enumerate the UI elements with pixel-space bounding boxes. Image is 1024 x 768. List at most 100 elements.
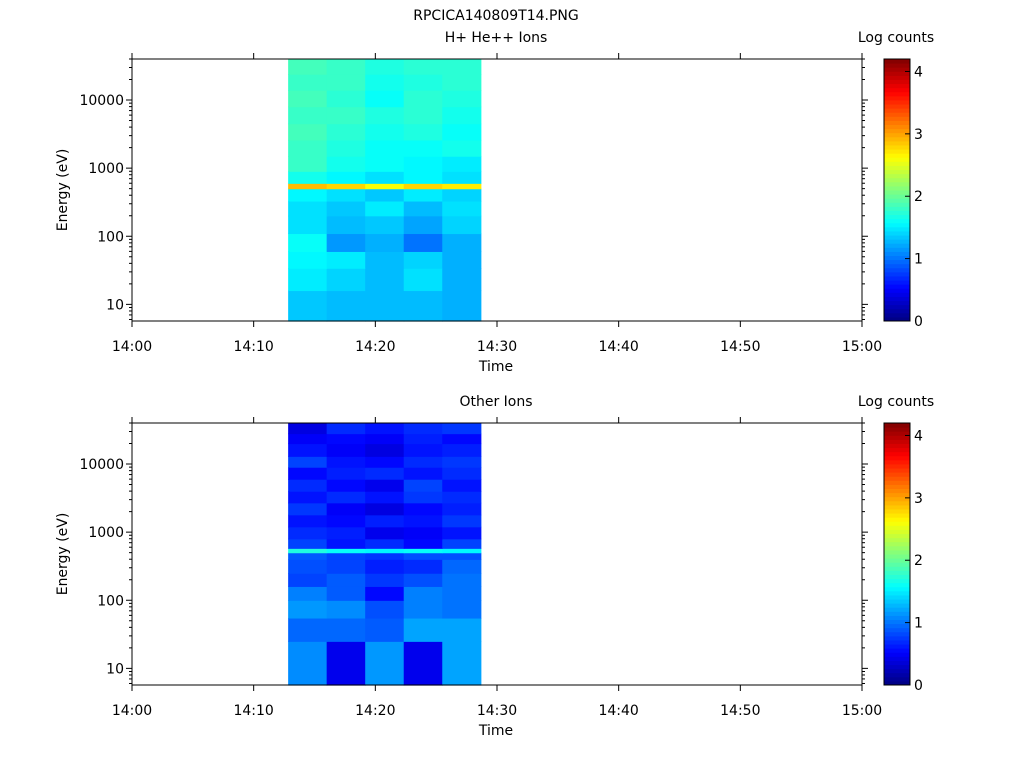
x-tick-label: 14:50 <box>720 339 760 355</box>
y-axis: 10 100 1000 10000 <box>79 422 868 684</box>
heatmap-cell <box>288 423 328 435</box>
heatmap-cell <box>403 423 443 435</box>
colorbar-swatch <box>884 95 910 101</box>
colorbar-swatch <box>884 488 910 494</box>
x-tick-label: 14:30 <box>477 703 517 719</box>
heatmap-cell <box>442 423 482 435</box>
x-tick-label: 14:20 <box>355 703 395 719</box>
x-tick-label: 14:20 <box>355 339 395 355</box>
heatmap-cell <box>442 443 482 457</box>
colorbar-swatch <box>884 541 910 547</box>
heatmap-cell <box>403 586 443 601</box>
heatmap-cell <box>326 641 366 686</box>
heatmap-cell <box>365 443 405 457</box>
colorbar-swatch <box>884 599 910 604</box>
colorbar: 0 1 2 3 4 <box>883 58 923 330</box>
heatmap-cell <box>365 90 405 108</box>
colorbar-swatch <box>884 263 910 269</box>
heatmap-cell <box>326 433 366 445</box>
heatmap-cell <box>365 183 405 190</box>
colorbar-swatch <box>884 639 910 645</box>
y-tick-label: 10000 <box>79 93 124 109</box>
colorbar-swatch <box>884 660 910 666</box>
colorbar-swatch <box>884 517 910 522</box>
x-tick-label: 14:40 <box>598 339 638 355</box>
heatmap-cell <box>288 641 328 686</box>
heatmap-cell <box>365 502 405 516</box>
colorbar-swatch <box>884 275 910 281</box>
colorbar-swatch <box>884 496 910 502</box>
heatmap-cell <box>403 559 443 574</box>
colorbar-swatch <box>884 680 910 686</box>
colorbar-swatch <box>884 149 910 154</box>
heatmap-cell <box>442 491 482 504</box>
heatmap-cell <box>403 552 443 560</box>
colorbar-swatch <box>884 71 910 76</box>
heatmap-cell <box>365 423 405 435</box>
x-tick-label: 14:10 <box>233 703 273 719</box>
colorbar-swatch <box>884 570 910 575</box>
colorbar-swatch <box>884 492 910 498</box>
y-tick-label: 10000 <box>79 457 124 473</box>
colorbar-swatch <box>884 562 910 567</box>
heatmap-cell <box>365 433 405 445</box>
heatmap-cell <box>403 74 443 91</box>
colorbar-swatch <box>884 284 910 289</box>
heatmap-cell <box>442 188 482 202</box>
heatmap-cell <box>288 467 328 480</box>
colorbar-swatch <box>884 230 910 236</box>
heatmap-cell <box>326 106 366 125</box>
heatmap-cell <box>442 139 482 157</box>
y-axis-label: Energy (eV) <box>55 149 71 232</box>
heatmap-cell <box>326 538 366 549</box>
x-tick-label: 15:00 <box>842 703 882 719</box>
colorbar-swatch <box>884 296 910 302</box>
heatmap-cell <box>288 502 328 516</box>
heatmap-cell <box>365 552 405 560</box>
heatmap-cell <box>442 573 482 587</box>
heatmap-cell <box>288 552 328 560</box>
colorbar-swatch <box>884 63 910 68</box>
heatmap-cell <box>365 586 405 601</box>
colorbar-swatch <box>884 304 910 310</box>
heatmap-cell <box>442 600 482 619</box>
heatmap-cell <box>365 156 405 172</box>
heatmap-cell <box>288 200 328 217</box>
heatmap-cell <box>365 59 405 75</box>
colorbar-swatch <box>884 431 910 436</box>
heatmap-cell <box>288 59 328 75</box>
colorbar-swatch <box>884 574 910 580</box>
colorbar-swatch <box>884 165 910 171</box>
colorbar-swatch <box>884 59 910 64</box>
colorbar-swatch <box>884 104 910 109</box>
heatmap-cell <box>288 106 328 125</box>
heatmap-cell <box>442 251 482 269</box>
colorbar-frame <box>883 58 911 322</box>
x-tick-label: 14:30 <box>477 339 517 355</box>
x-axis: 14:00 14:10 14:20 14:30 14:40 14:50 15:00 <box>112 417 882 719</box>
heatmap-cell <box>288 74 328 91</box>
y-axis: 10 100 1000 10000 <box>79 58 868 320</box>
colorbar-swatch <box>884 549 910 555</box>
colorbar-swatch <box>884 648 910 653</box>
colorbar-swatch <box>884 578 910 584</box>
heatmap-cell <box>288 617 328 642</box>
y-tick-label: 1000 <box>88 161 124 177</box>
colorbar-swatch <box>884 447 910 453</box>
heatmap-cell <box>442 171 482 184</box>
plot-frame <box>131 422 863 686</box>
heatmap-cell <box>288 183 328 190</box>
colorbar-tick-label: 2 <box>914 553 923 569</box>
colorbar-swatch <box>884 83 910 89</box>
colorbar-swatch <box>884 676 910 682</box>
colorbar: 0 1 2 3 4 <box>883 422 923 694</box>
heatmap-cell <box>403 456 443 468</box>
colorbar-swatch <box>884 480 910 485</box>
heatmap-cell <box>442 467 482 480</box>
heatmap-cell <box>288 600 328 619</box>
heatmap-cell <box>442 59 482 75</box>
x-axis-label: Time <box>478 723 513 739</box>
heatmap-cell <box>442 74 482 91</box>
heatmap-cell <box>403 90 443 108</box>
colorbar-swatch <box>884 243 910 248</box>
